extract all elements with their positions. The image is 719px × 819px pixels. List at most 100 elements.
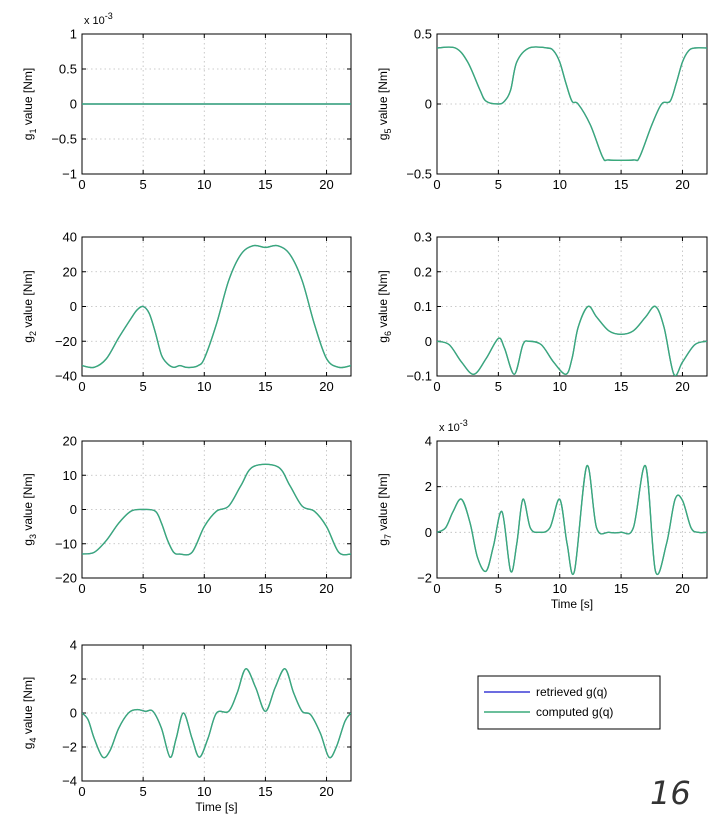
series-computed-line xyxy=(437,46,707,162)
y-tick-label: 0 xyxy=(70,502,77,517)
y-tick-label: 0.3 xyxy=(414,230,432,245)
y-tick-label: 20 xyxy=(63,434,77,449)
x-tick-label: 0 xyxy=(433,177,440,192)
x-tick-label: 15 xyxy=(258,177,272,192)
plot-area xyxy=(82,441,351,578)
series-computed-line xyxy=(437,465,707,575)
x-tick-label: 0 xyxy=(78,177,85,192)
y-tick-label: 2 xyxy=(425,479,432,494)
y-tick-label: 40 xyxy=(63,230,77,245)
y-tick-label: 10 xyxy=(63,468,77,483)
x-tick-label: 20 xyxy=(675,177,689,192)
y-tick-label: 4 xyxy=(70,638,77,653)
axis-multiplier: x 10-3 xyxy=(84,11,113,27)
x-tick-label: 10 xyxy=(552,581,566,596)
y-axis-label: g4 value [Nm] xyxy=(21,677,38,749)
y-tick-label: −2 xyxy=(417,571,432,586)
x-tick-label: 20 xyxy=(675,379,689,394)
y-tick-label: 0.2 xyxy=(414,264,432,279)
x-tick-label: 20 xyxy=(319,581,333,596)
series-computed-line xyxy=(82,668,351,759)
y-tick-label: 0 xyxy=(70,97,77,112)
x-tick-label: 5 xyxy=(140,177,147,192)
x-tick-label: 5 xyxy=(140,581,147,596)
x-tick-label: 10 xyxy=(197,177,211,192)
x-tick-label: 15 xyxy=(258,379,272,394)
y-tick-label: −40 xyxy=(55,369,77,384)
x-tick-label: 20 xyxy=(319,379,333,394)
x-tick-label: 15 xyxy=(614,177,628,192)
series-computed-line xyxy=(82,463,351,556)
y-tick-label: 0 xyxy=(425,525,432,540)
y-tick-label: 4 xyxy=(425,434,432,449)
x-tick-label: 20 xyxy=(319,784,333,799)
subplot-g1: 0 5 10 15 20 −1 −0.5 0 0.5 1 x 10-3 g1 value [Nm] xyxy=(21,11,352,192)
y-tick-label: −2 xyxy=(62,740,77,755)
x-tick-label: 0 xyxy=(78,379,85,394)
y-axis-label: g3 value [Nm] xyxy=(21,473,38,545)
series-computed-line xyxy=(437,305,707,376)
x-tick-label: 10 xyxy=(552,379,566,394)
x-tick-label: 15 xyxy=(258,784,272,799)
y-tick-label: 0 xyxy=(70,299,77,314)
legend-label: computed g(q) xyxy=(536,705,613,719)
x-tick-label: 0 xyxy=(433,379,440,394)
legend: retrieved g(q) computed g(q) xyxy=(477,675,661,730)
y-tick-label: −1 xyxy=(62,167,77,182)
y-tick-label: −20 xyxy=(55,571,77,586)
axis-multiplier: x 10-3 xyxy=(439,418,468,434)
x-tick-label: 20 xyxy=(319,177,333,192)
y-tick-label: 0 xyxy=(70,706,77,721)
x-tick-label: 20 xyxy=(675,581,689,596)
y-tick-label: −0.5 xyxy=(51,132,77,147)
y-axis-label: g5 value [Nm] xyxy=(376,68,393,140)
series-computed-line xyxy=(82,244,351,369)
page-number: 16 xyxy=(650,774,691,812)
x-axis-label: Time [s] xyxy=(551,597,593,611)
legend-label: retrieved g(q) xyxy=(536,685,607,699)
y-tick-label: 0.5 xyxy=(59,62,77,77)
x-tick-label: 10 xyxy=(552,177,566,192)
y-tick-label: −10 xyxy=(55,536,77,551)
x-tick-label: 5 xyxy=(140,784,147,799)
x-tick-label: 15 xyxy=(258,581,272,596)
y-tick-label: 20 xyxy=(63,264,77,279)
subplot-g6: 0 5 10 15 20−0.100.10.20.3g6 value [Nm] xyxy=(376,230,708,394)
y-tick-label: −0.1 xyxy=(406,369,432,384)
subplot-g4: 0 5 10 15 20 −4 −2 0 2 4 g4 value [Nm] Time [s] xyxy=(21,638,352,814)
x-tick-label: 10 xyxy=(197,379,211,394)
x-tick-label: 0 xyxy=(78,581,85,596)
y-tick-label: −4 xyxy=(62,774,77,789)
y-axis-label: g7 value [Nm] xyxy=(376,473,393,545)
x-tick-label: 5 xyxy=(140,379,147,394)
x-tick-label: 10 xyxy=(197,581,211,596)
subplot-g3: 0 5 10 15 20 −20 −10 0 10 20 g3 value [Nm] xyxy=(21,434,352,596)
x-tick-label: 0 xyxy=(78,784,85,799)
axes-frame xyxy=(436,440,708,579)
y-axis-label: g6 value [Nm] xyxy=(376,270,393,342)
plot-area xyxy=(437,441,707,578)
y-tick-label: 1 xyxy=(70,27,77,42)
y-tick-label: −0.5 xyxy=(406,167,432,182)
plot-area xyxy=(82,237,351,376)
y-tick-label: 2 xyxy=(70,672,77,687)
x-tick-label: 5 xyxy=(495,177,502,192)
x-tick-label: 5 xyxy=(495,581,502,596)
x-axis-label: Time [s] xyxy=(195,800,237,814)
subplots-group: 0 5 10 15 20−1−0.500.51x 10-3g1 value [Nm]0 5… xyxy=(21,11,708,814)
x-tick-label: 10 xyxy=(197,784,211,799)
x-tick-label: 0 xyxy=(433,581,440,596)
x-tick-label: 15 xyxy=(614,581,628,596)
subplot-g5: 0 5 10 15 20−0.500.5g5 value [Nm] xyxy=(376,27,708,192)
y-axis-label: g1 value [Nm] xyxy=(21,68,38,140)
y-tick-label: −20 xyxy=(55,334,77,349)
y-tick-label: 0 xyxy=(425,97,432,112)
x-tick-label: 5 xyxy=(495,379,502,394)
subplot-g2: 0 5 10 15 20 −40 −20 0 20 40 g2 value [Nm] xyxy=(21,230,352,394)
y-tick-label: 0.5 xyxy=(414,27,432,42)
x-tick-label: 15 xyxy=(614,379,628,394)
y-axis-label: g2 value [Nm] xyxy=(21,270,38,342)
legend-frame xyxy=(477,675,661,730)
